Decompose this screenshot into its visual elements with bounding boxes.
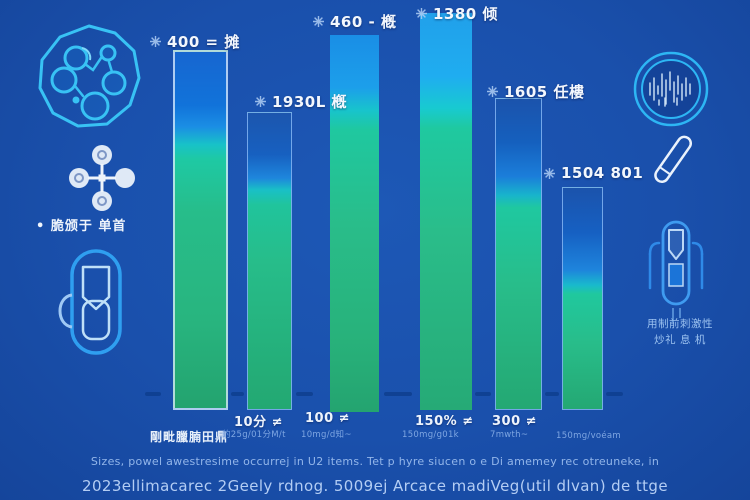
sparkle-icon	[313, 16, 324, 27]
sparkle-icon	[544, 167, 555, 179]
data-ticks-pattern	[649, 71, 691, 107]
footer-caption-line2: 2023ellimacarec 2Geely rdnog. 5009ej Arc…	[82, 477, 668, 495]
baseline-dash	[296, 392, 313, 396]
bar-6	[562, 187, 603, 410]
baseline-dash	[475, 392, 491, 396]
cross-nodes-icon	[69, 145, 135, 211]
bar-1	[173, 50, 228, 410]
molecule-blob-icon	[38, 24, 141, 128]
bar-2-tick-sublabel: 的25g/01分M/t	[222, 430, 286, 440]
bar-2-value-label: 1930L 槪	[255, 91, 347, 112]
bar-4-tick-sublabel: 150mg/g01k	[402, 430, 459, 440]
baseline-dash	[545, 392, 559, 396]
left-caption-text: • 脆颁于 单首	[36, 219, 127, 234]
bar-6-tick-sublabel: 150mg/voéam	[556, 431, 622, 441]
bar-5	[495, 98, 542, 410]
bar-5-value-label: 1605 任樓	[487, 81, 584, 102]
footer-caption-line1: Sizes, powel awestresime occurrej in U2 …	[90, 455, 660, 468]
bar-6-value-label: 1504 801	[544, 164, 643, 182]
sparkle-icon	[416, 8, 427, 19]
bar-4	[420, 13, 472, 410]
bar-4-value-label: 1380 倾	[416, 3, 498, 24]
right-caption-text: 用制前刺激性 炒礼 息 机	[628, 316, 732, 348]
bar-3-tick-label: 100 ≠	[305, 411, 351, 426]
sparkle-icon	[487, 86, 498, 97]
bar-3	[330, 35, 379, 412]
baseline-dash	[145, 392, 161, 396]
bar-1-tick-label: 剛毗臘腩田鼎	[150, 430, 229, 444]
right-caption-line2: 炒礼 息 机	[654, 334, 706, 346]
bar-2	[247, 112, 292, 410]
bar-3-value-label: 460 - 槪	[313, 11, 396, 32]
baseline-dash	[231, 392, 244, 396]
bar-5-tick-sublabel: 7mwth~	[490, 430, 529, 440]
bar-1-value-label: 400 = 摊	[150, 31, 240, 52]
sparkle-icon	[255, 96, 266, 107]
bar-2-tick-label: 10分 ≠	[234, 415, 284, 430]
pen-icon	[654, 135, 693, 184]
bar-4-tick-label: 150% ≠	[415, 414, 474, 429]
baseline-dash	[606, 392, 623, 396]
sparkle-icon	[150, 36, 161, 47]
baseline-dash	[384, 392, 412, 396]
right-caption-line1: 用制前刺激性	[647, 318, 713, 330]
bar-5-tick-label: 300 ≠	[492, 414, 538, 429]
concentric-rings-icon	[633, 51, 709, 127]
bar-3-tick-sublabel: 10mg/d知~	[301, 430, 352, 440]
device-pill-icon	[58, 249, 122, 355]
injector-icon	[648, 220, 704, 322]
